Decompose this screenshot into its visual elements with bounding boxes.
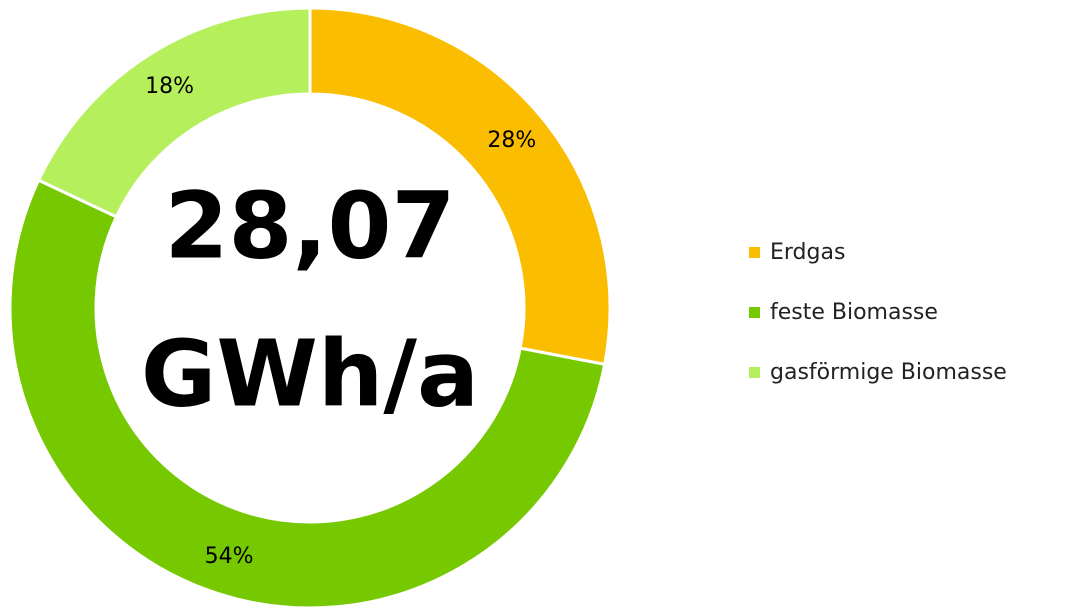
- donut-slice: [8, 178, 607, 610]
- legend-swatch: [749, 247, 760, 258]
- legend-text: feste Biomasse: [770, 300, 938, 325]
- center-value: 28,07: [164, 172, 455, 279]
- legend-swatch: [749, 307, 760, 318]
- legend-text: Erdgas: [770, 240, 845, 265]
- legend-text: gasförmige Biomasse: [770, 360, 1007, 385]
- donut-slice: [308, 6, 612, 366]
- slice-label: 28%: [487, 128, 536, 153]
- slice-label: 18%: [145, 74, 194, 99]
- center-unit: GWh/a: [141, 320, 479, 427]
- slice-label: 54%: [205, 544, 254, 569]
- legend-swatch: [749, 367, 760, 378]
